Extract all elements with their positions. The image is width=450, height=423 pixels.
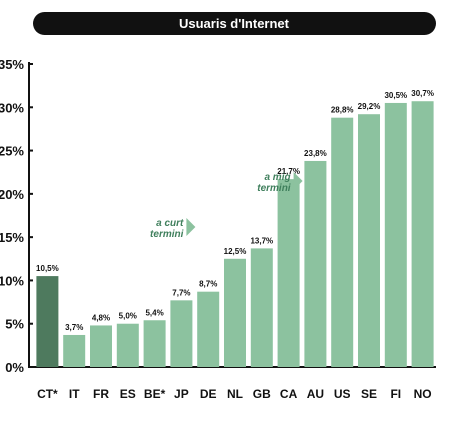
annotation-arrow-icon (293, 172, 303, 190)
data-label: 21,7% (277, 167, 300, 176)
data-label: 28,8% (331, 106, 354, 115)
bar-it (63, 334, 86, 367)
x-tick-label: JP (174, 387, 189, 401)
data-labels: 10,5% 3,7% 4,8% 5,0% 5,4% 7,7% 8,7% 12,5%13,7% 2… (36, 89, 434, 332)
y-tick-label: 35% (0, 57, 24, 72)
x-tick-label: ES (120, 387, 136, 401)
bar-us (331, 117, 354, 367)
data-label: 8,7% (199, 280, 217, 289)
y-tick-label: 30% (0, 100, 24, 115)
x-tick-label: GB (253, 387, 271, 401)
bar-es (116, 323, 139, 367)
y-tick-label: 15% (0, 230, 24, 245)
x-tick-label: CT* (37, 387, 58, 401)
bar-no (411, 101, 434, 368)
data-label: 3,7% (65, 323, 83, 332)
data-label: 10,5% (36, 264, 59, 273)
data-label: 4,8% (92, 313, 110, 322)
bar-au (304, 160, 327, 367)
annotation-text: termini (150, 229, 184, 240)
annotation-text: termini (257, 183, 291, 194)
x-tick-label: NL (227, 387, 243, 401)
bar-nl (224, 258, 246, 367)
y-tick-label: 10% (0, 273, 24, 288)
bar-fi (384, 102, 407, 367)
x-tick-label: CA (280, 387, 298, 401)
bar-jp (170, 300, 193, 367)
data-label: 23,8% (304, 149, 327, 158)
x-tick-label: DE (200, 387, 217, 401)
x-tick-label: SE (361, 387, 377, 401)
x-tick-label: FR (93, 387, 109, 401)
x-axis: CT* IT FR ES BE* JP DE NL GB CA AU US SE FI NO (37, 387, 432, 401)
data-label: 13,7% (250, 236, 273, 245)
data-label: 5,4% (145, 308, 163, 317)
annotation-text: a mig (264, 172, 290, 183)
chart-title-pill (33, 12, 436, 35)
bars (36, 101, 434, 368)
data-label: 30,5% (384, 91, 407, 100)
data-label: 5,0% (119, 312, 137, 321)
bar-ct (36, 276, 59, 367)
annotation-arrow-icon (186, 218, 196, 236)
x-tick-label: US (334, 387, 351, 401)
chart-title: Usuaris d'Internet (179, 16, 290, 31)
y-tick-label: 5% (5, 317, 24, 332)
x-tick-label: IT (69, 387, 80, 401)
bar-ca (277, 179, 300, 367)
annotation-text: a curt (156, 218, 184, 229)
x-tick-label: NO (414, 387, 432, 401)
x-tick-label: FI (390, 387, 401, 401)
y-tick-label: 25% (0, 144, 24, 159)
data-label: 12,5% (224, 247, 247, 256)
bar-fr (90, 325, 112, 367)
data-label: 30,7% (411, 89, 434, 98)
y-axis: 0% 5% 10% 15% 20% 25% 30% 35% (0, 57, 436, 375)
x-tick-label: AU (307, 387, 324, 401)
bar-se (358, 114, 380, 367)
y-tick-label: 0% (5, 360, 24, 375)
x-tick-label: BE* (144, 387, 166, 401)
data-label: 7,7% (172, 288, 190, 297)
y-tick-label: 20% (0, 187, 24, 202)
bar-be (143, 320, 166, 367)
data-label: 29,2% (358, 102, 381, 111)
bar-gb (250, 248, 273, 367)
bar-de (197, 291, 220, 367)
